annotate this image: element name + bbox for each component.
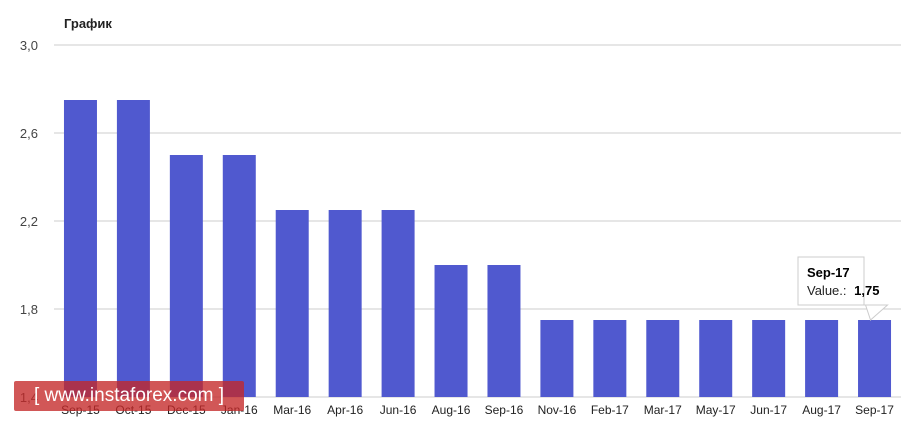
tooltip: Sep-17 Value.: 1,75: [797, 256, 889, 321]
tooltip-box: [797, 256, 889, 321]
bar: [646, 320, 680, 397]
x-tick-label: Aug-16: [432, 403, 471, 417]
x-tick-label: Sep-16: [485, 403, 524, 417]
x-tick-label: Aug-17: [802, 403, 841, 417]
y-tick-label: 3,0: [20, 38, 38, 53]
x-tick-label: Feb-17: [591, 403, 629, 417]
bar: [169, 155, 203, 397]
watermark-logo: [ www.instaforex.com ]: [14, 381, 244, 411]
x-tick-label: Nov-16: [538, 403, 577, 417]
x-tick-label: Mar-17: [644, 403, 682, 417]
x-tick-label: Sep-17: [855, 403, 894, 417]
bar: [275, 210, 309, 397]
bar: [381, 210, 415, 397]
bar: [593, 320, 627, 397]
x-axis-ticks: Sep-15Oct-15Dec-15Jan-16Mar-16Apr-16Jun-…: [61, 403, 894, 417]
bar: [434, 265, 468, 397]
bar: [116, 100, 150, 397]
bar: [63, 100, 97, 397]
tooltip-value: 1,75: [854, 283, 879, 298]
x-tick-label: Jun-17: [750, 403, 787, 417]
bar: [858, 320, 892, 397]
tooltip-label: Value.:: [807, 283, 847, 298]
bar: [487, 265, 521, 397]
x-tick-label: May-17: [696, 403, 736, 417]
y-tick-label: 2,2: [20, 214, 38, 229]
x-tick-label: Jun-16: [380, 403, 417, 417]
chart-title: График: [64, 16, 112, 31]
x-tick-label: Mar-16: [273, 403, 311, 417]
bar: [328, 210, 362, 397]
y-axis-ticks: 1,41,82,22,63,0: [20, 38, 38, 405]
bars: [63, 100, 892, 397]
bar: [805, 320, 839, 397]
bar: [222, 155, 256, 397]
bar: [752, 320, 786, 397]
y-tick-label: 2,6: [20, 126, 38, 141]
y-tick-label: 1,8: [20, 302, 38, 317]
bar: [540, 320, 574, 397]
tooltip-line: Value.: 1,75: [807, 283, 879, 298]
x-tick-label: Apr-16: [327, 403, 363, 417]
bar: [699, 320, 733, 397]
tooltip-category: Sep-17: [807, 265, 850, 280]
